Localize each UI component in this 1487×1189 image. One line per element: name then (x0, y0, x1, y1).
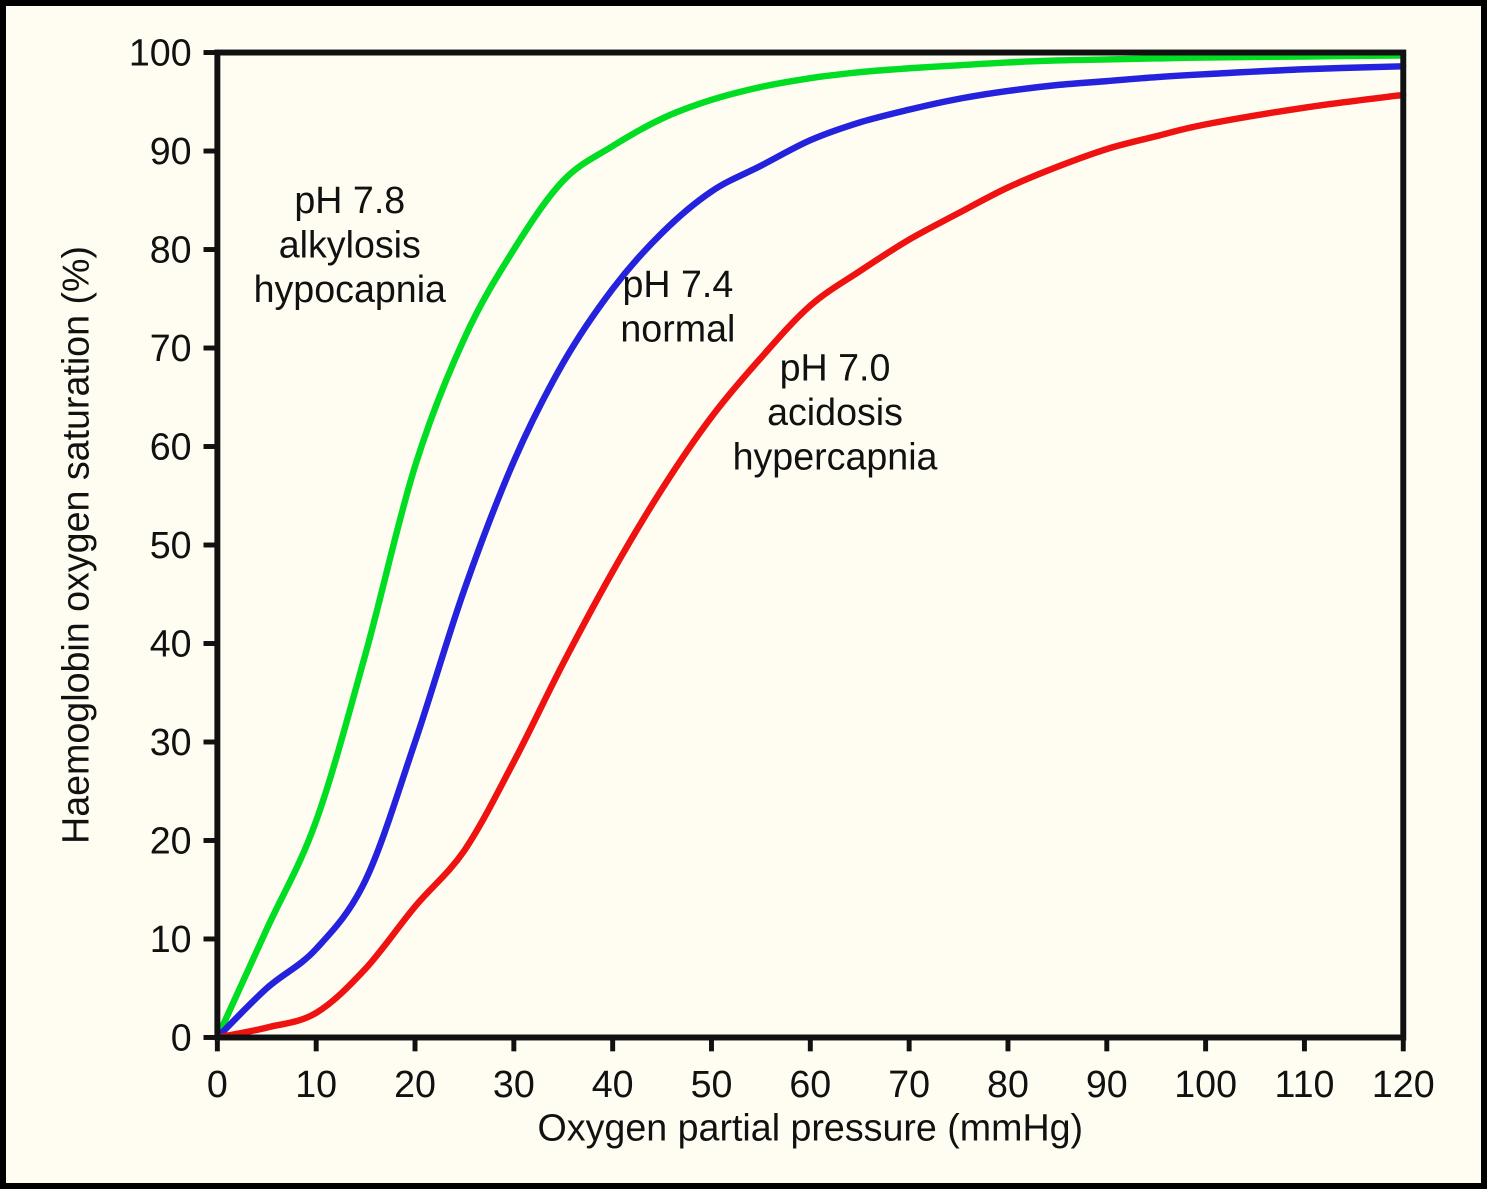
x-tick-label: 110 (1274, 1063, 1334, 1105)
oxygen-dissociation-chart: 0 10 20 30 40 50 60 70 80 90 100 110 120 0 10 20 30 40 50 6… (55, 31, 1435, 1148)
annotation-line: hypocapnia (254, 268, 446, 310)
x-tick-label: 30 (493, 1063, 535, 1105)
annotation-line: alkylosis (279, 224, 421, 266)
y-tick-label: 0 (171, 1016, 192, 1058)
annotation-line: acidosis (767, 391, 903, 433)
y-tick-label: 90 (150, 130, 192, 172)
x-tick-label: 50 (691, 1063, 733, 1105)
x-tick-label: 80 (987, 1063, 1029, 1105)
x-tick-label: 20 (394, 1063, 436, 1105)
annotation-line: pH 7.8 (294, 179, 405, 221)
y-tick-label: 30 (150, 721, 192, 763)
y-tick-label: 60 (150, 425, 192, 467)
y-tick-label: 70 (150, 327, 192, 369)
x-tick-label: 100 (1174, 1063, 1237, 1105)
x-tick-label: 120 (1372, 1063, 1435, 1105)
y-tick-label: 100 (129, 31, 192, 73)
annotation-line: hypercapnia (733, 436, 938, 478)
y-tick-label: 80 (150, 228, 192, 270)
x-axis-title: Oxygen partial pressure (mmHg) (538, 1106, 1084, 1148)
x-tick-label: 10 (295, 1063, 337, 1105)
x-tick-label: 90 (1086, 1063, 1128, 1105)
x-tick-label: 40 (592, 1063, 634, 1105)
curve-ph-7.8-alkylosis-hypocapnia (214, 52, 1407, 1041)
x-tick-label: 0 (207, 1063, 228, 1105)
y-axis-title: Haemoglobin oxygen saturation (%) (55, 246, 97, 844)
plot-border (214, 49, 1407, 1041)
curve-ph-7.0-acidosis-hypercapnia (214, 91, 1407, 1041)
x-tick-label: 70 (888, 1063, 930, 1105)
y-tick-label: 40 (150, 622, 192, 664)
annotation-line: pH 7.0 (780, 347, 891, 389)
y-tick-label: 20 (150, 819, 192, 861)
y-tick-label: 50 (150, 524, 192, 566)
curve-ph-7.4-normal (214, 63, 1407, 1041)
curves (214, 52, 1407, 1041)
annotation-line: normal (620, 307, 735, 349)
y-tick-label: 10 (150, 918, 192, 960)
annotation-line: pH 7.4 (622, 263, 733, 305)
x-tick-label: 60 (789, 1063, 831, 1105)
